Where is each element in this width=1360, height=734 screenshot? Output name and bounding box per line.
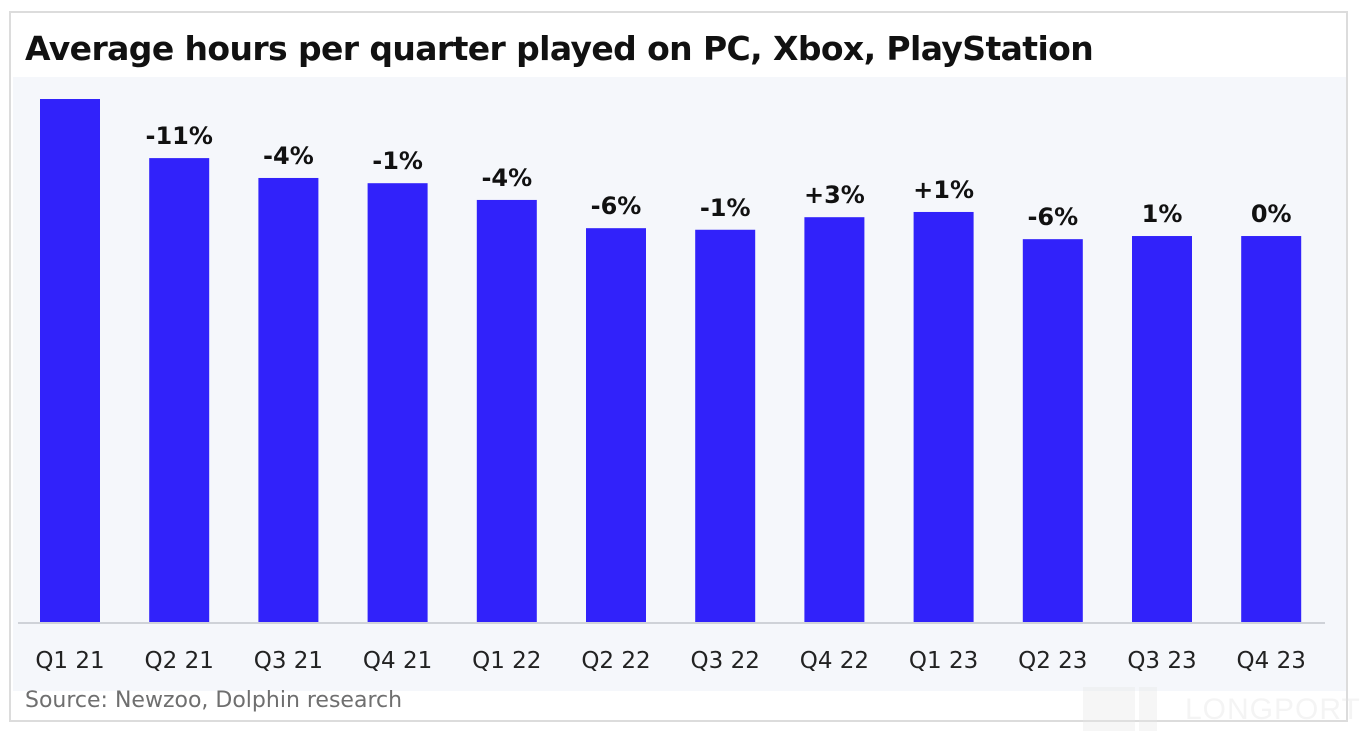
- data-label-q3-21: -4%: [263, 142, 314, 170]
- data-label-q4-23: 0%: [1251, 200, 1292, 228]
- watermark-text: LONGPORT: [1185, 693, 1360, 726]
- bar-q3-23: [1132, 236, 1192, 622]
- bar-q4-21: [367, 183, 428, 622]
- watermark: LONGPORT: [1083, 681, 1360, 731]
- data-label-q3-22: -1%: [700, 194, 751, 222]
- bar-q3-21: [258, 177, 319, 622]
- bar-q2-23: [1022, 239, 1083, 622]
- x-tick-labels-group: Q1 21 Q2 21 Q3 21 Q4 21 Q1 22 Q2 22 Q3 22 Q4 22…: [35, 648, 1306, 674]
- source-note: Source: Newzoo, Dolphin research: [25, 688, 403, 713]
- data-label-q2-23: -6%: [1027, 203, 1078, 231]
- x-tick-label-q2-23: Q2 23: [1018, 648, 1087, 674]
- x-tick-label-q2-22: Q2 22: [581, 648, 650, 674]
- bar-q1-21: [40, 99, 100, 622]
- data-labels-group: -11% -4% -1% -4% -6% -1% +3% +1% -6% 1% 0%: [145, 122, 1291, 231]
- x-tick-label-q3-23: Q3 23: [1127, 648, 1196, 674]
- x-tick-label-q2-21: Q2 21: [145, 648, 214, 674]
- bar-q2-21: [149, 158, 210, 622]
- data-label-q3-23: 1%: [1142, 200, 1183, 228]
- data-label-q4-22: +3%: [804, 181, 865, 209]
- x-tick-label-q4-21: Q4 21: [363, 648, 432, 674]
- data-label-q1-23: +1%: [913, 176, 974, 204]
- watermark-logo-bar-icon: [1139, 687, 1157, 731]
- x-tick-label-q1-23: Q1 23: [909, 648, 978, 674]
- bar-q2-22: [586, 228, 646, 622]
- x-tick-label-q1-22: Q1 22: [472, 648, 541, 674]
- plot-area: [13, 77, 1346, 691]
- data-label-q1-22: -4%: [481, 164, 532, 192]
- bar-q4-23: [1241, 236, 1302, 622]
- data-label-q2-22: -6%: [591, 192, 642, 220]
- data-label-q4-21: -1%: [372, 147, 423, 175]
- x-tick-label-q1-21: Q1 21: [35, 648, 104, 674]
- data-label-q2-21: -11%: [145, 122, 212, 150]
- x-tick-label-q3-21: Q3 21: [254, 648, 323, 674]
- bars-group: [40, 99, 1302, 622]
- chart-title: Average hours per quarter played on PC, …: [25, 29, 1094, 68]
- chart-frame: Average hours per quarter played on PC, …: [9, 11, 1360, 731]
- bar-q1-23: [913, 211, 974, 622]
- x-tick-label-q4-22: Q4 22: [800, 648, 869, 674]
- bar-q4-22: [804, 217, 865, 622]
- bar-q3-22: [695, 229, 756, 622]
- watermark-logo-icon: [1083, 687, 1135, 731]
- bar-q1-22: [476, 199, 537, 622]
- x-tick-label-q4-23: Q4 23: [1237, 648, 1306, 674]
- x-tick-label-q3-22: Q3 22: [691, 648, 760, 674]
